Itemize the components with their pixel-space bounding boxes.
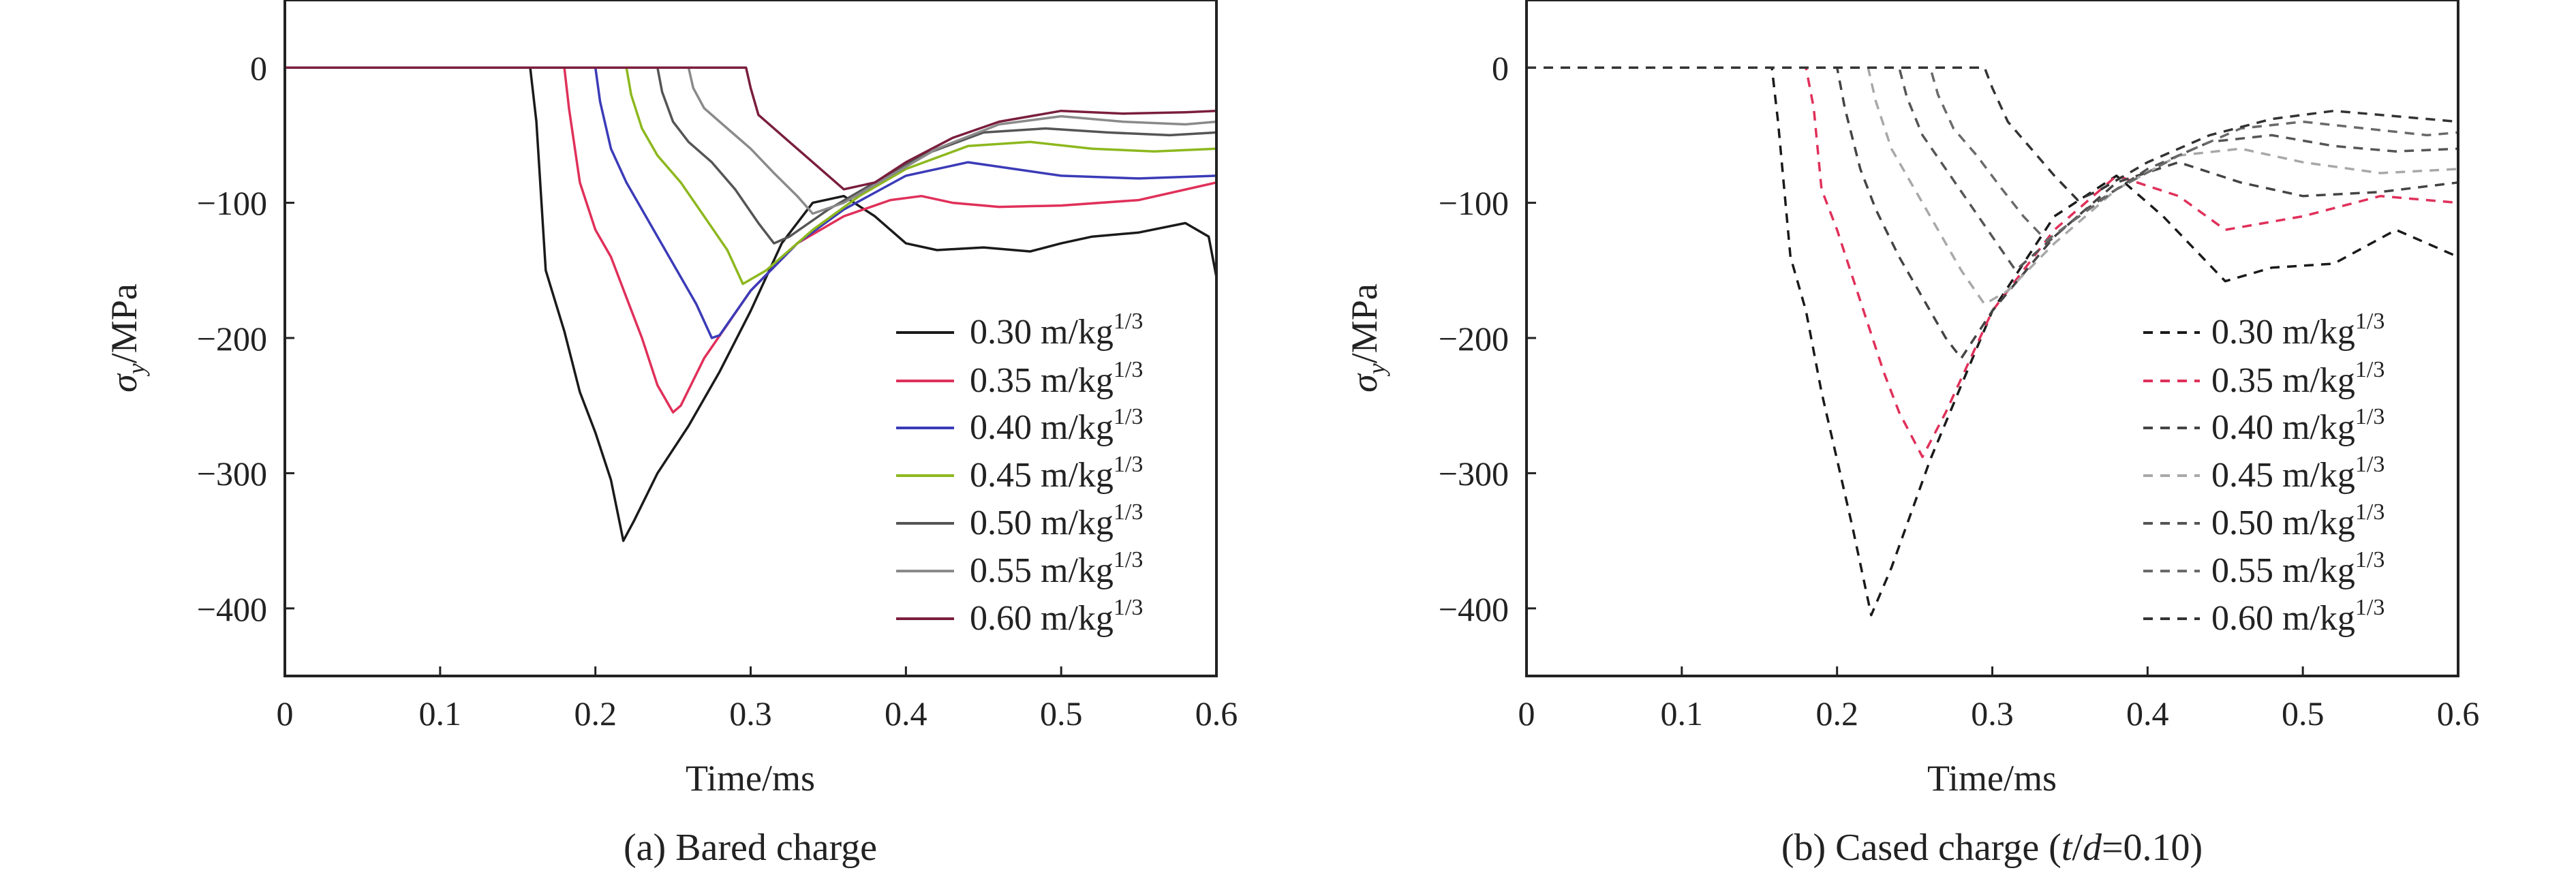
panel-a-y-tick-label: −300 xyxy=(197,455,267,493)
panel-a-legend: 0.30 m/kg1/3 0.35 m/kg1/3 0.40 m/kg1/3 0… xyxy=(896,309,1143,638)
panel-b-x-tick-label: 0.6 xyxy=(2437,694,2480,733)
legend-label: 0.55 m/kg1/3 xyxy=(970,547,1143,590)
panel-a-x-ticks: 0 0.1 0.2 0.3 0.4 0.5 0.6 xyxy=(277,694,1238,733)
panel-a-y-tick-label: 0 xyxy=(250,49,267,87)
panel-a-x-tick-label: 0.5 xyxy=(1040,694,1083,733)
legend-item: 0.45 m/kg1/3 xyxy=(896,452,1143,495)
legend-label: 0.30 m/kg1/3 xyxy=(970,309,1143,352)
legend-label: 0.35 m/kg1/3 xyxy=(970,357,1143,400)
panel-b-y-tick-label: −100 xyxy=(1439,184,1509,222)
panel-a-series-line xyxy=(285,66,1217,414)
panel-a-x-tick-label: 0.3 xyxy=(729,694,772,733)
legend-label: 0.60 m/kg1/3 xyxy=(970,595,1143,638)
legend-label: 0.60 m/kg1/3 xyxy=(2211,595,2385,638)
panel-b: σy/MPa Time/ms (b) Cased charge (t/d=0.1… xyxy=(1344,0,2479,869)
panel-b-x-tick-label: 0.5 xyxy=(2282,694,2325,733)
panel-a-y-tick-label: −400 xyxy=(197,590,267,628)
legend-label: 0.45 m/kg1/3 xyxy=(970,452,1143,495)
legend-item: 0.45 m/kg1/3 xyxy=(2143,452,2385,495)
panel-a-x-tick-label: 0.4 xyxy=(885,694,927,733)
panel-b-x-axis-title: Time/ms xyxy=(1927,758,2057,799)
legend-item: 0.60 m/kg1/3 xyxy=(896,595,1143,638)
panel-b-series-line xyxy=(1527,66,2459,459)
panel-b-y-tick-label: −400 xyxy=(1439,590,1509,628)
panel-b-x-tick-label: 0.3 xyxy=(1971,694,2014,733)
panel-b-legend: 0.30 m/kg1/3 0.35 m/kg1/3 0.40 m/kg1/3 0… xyxy=(2143,309,2385,638)
panel-b-series-line xyxy=(1527,66,2459,202)
legend-label: 0.55 m/kg1/3 xyxy=(2211,547,2385,590)
panel-a-series-line xyxy=(285,66,1217,339)
panel-a: σy/MPa Time/ms (a) Bared charge 0 0.1 0.… xyxy=(104,0,1238,869)
panel-a-frame xyxy=(283,0,1218,677)
legend-item: 0.30 m/kg1/3 xyxy=(2143,309,2385,352)
legend-item: 0.50 m/kg1/3 xyxy=(896,499,1143,542)
legend-item: 0.35 m/kg1/3 xyxy=(2143,357,2385,400)
panel-a-series-line xyxy=(285,66,1217,286)
legend-label: 0.30 m/kg1/3 xyxy=(2211,309,2385,352)
panel-b-y-tick-label: −200 xyxy=(1439,320,1509,358)
legend-item: 0.60 m/kg1/3 xyxy=(2143,595,2385,638)
panel-a-x-tick-label: 0 xyxy=(277,694,294,733)
panel-a-x-axis-title: Time/ms xyxy=(686,758,815,799)
panel-b-y-tick-label: −300 xyxy=(1439,455,1509,493)
panel-b-plot-area xyxy=(1525,66,2459,676)
panel-a-x-tick-label: 0.6 xyxy=(1195,694,1238,733)
legend-label: 0.50 m/kg1/3 xyxy=(970,499,1143,542)
panel-b-x-tick-label: 0.1 xyxy=(1661,694,1704,733)
panel-a-series-line xyxy=(285,66,1218,542)
panel-b-series-line xyxy=(1527,66,2459,242)
legend-item: 0.55 m/kg1/3 xyxy=(896,547,1143,590)
panel-b-caption: (b) Cased charge (t/d=0.10) xyxy=(1781,827,2203,869)
legend-label: 0.45 m/kg1/3 xyxy=(2211,452,2385,495)
panel-b-frame xyxy=(1525,0,2459,677)
panel-a-y-tick-label: −100 xyxy=(197,184,267,222)
legend-label: 0.40 m/kg1/3 xyxy=(2211,404,2385,447)
legend-item: 0.40 m/kg1/3 xyxy=(2143,404,2385,447)
panel-b-y-axis-title: σy/MPa xyxy=(1344,283,1390,393)
panel-a-series-line xyxy=(285,66,1217,215)
panel-b-series-line xyxy=(1527,66,2459,360)
panel-b-x-tick-label: 0.2 xyxy=(1815,694,1858,733)
panel-a-series-line xyxy=(285,66,1217,245)
panel-b-series-line xyxy=(1527,66,2459,617)
legend-item: 0.30 m/kg1/3 xyxy=(896,309,1143,352)
panel-b-series-line xyxy=(1527,66,2459,272)
legend-item: 0.50 m/kg1/3 xyxy=(2143,499,2385,542)
panel-a-y-axis-title: σy/MPa xyxy=(104,283,150,393)
legend-item: 0.40 m/kg1/3 xyxy=(896,404,1143,447)
panel-b-y-tick-label: 0 xyxy=(1492,49,1509,87)
panel-a-x-tick-label: 0.1 xyxy=(419,694,462,733)
legend-label: 0.40 m/kg1/3 xyxy=(970,404,1143,447)
panel-a-y-tick-label: −200 xyxy=(197,320,267,358)
panel-a-series-line xyxy=(285,66,1217,191)
legend-item: 0.55 m/kg1/3 xyxy=(2143,547,2385,590)
panel-a-plot-area xyxy=(283,66,1218,676)
legend-label: 0.35 m/kg1/3 xyxy=(2211,357,2385,400)
panel-b-x-ticks: 0 0.1 0.2 0.3 0.4 0.5 0.6 xyxy=(1518,694,2480,733)
panel-a-caption: (a) Bared charge xyxy=(624,827,877,869)
panel-b-x-tick-label: 0 xyxy=(1518,694,1535,733)
panel-b-x-tick-label: 0.4 xyxy=(2126,694,2169,733)
legend-label: 0.50 m/kg1/3 xyxy=(2211,499,2385,542)
panel-a-y-ticks: 0 −100 −200 −300 −400 xyxy=(197,49,267,628)
panel-b-y-ticks: 0 −100 −200 −300 −400 xyxy=(1439,49,1509,628)
legend-item: 0.35 m/kg1/3 xyxy=(896,357,1143,400)
panel-b-series-line xyxy=(1527,66,2459,306)
panel-a-x-tick-label: 0.2 xyxy=(574,694,617,733)
